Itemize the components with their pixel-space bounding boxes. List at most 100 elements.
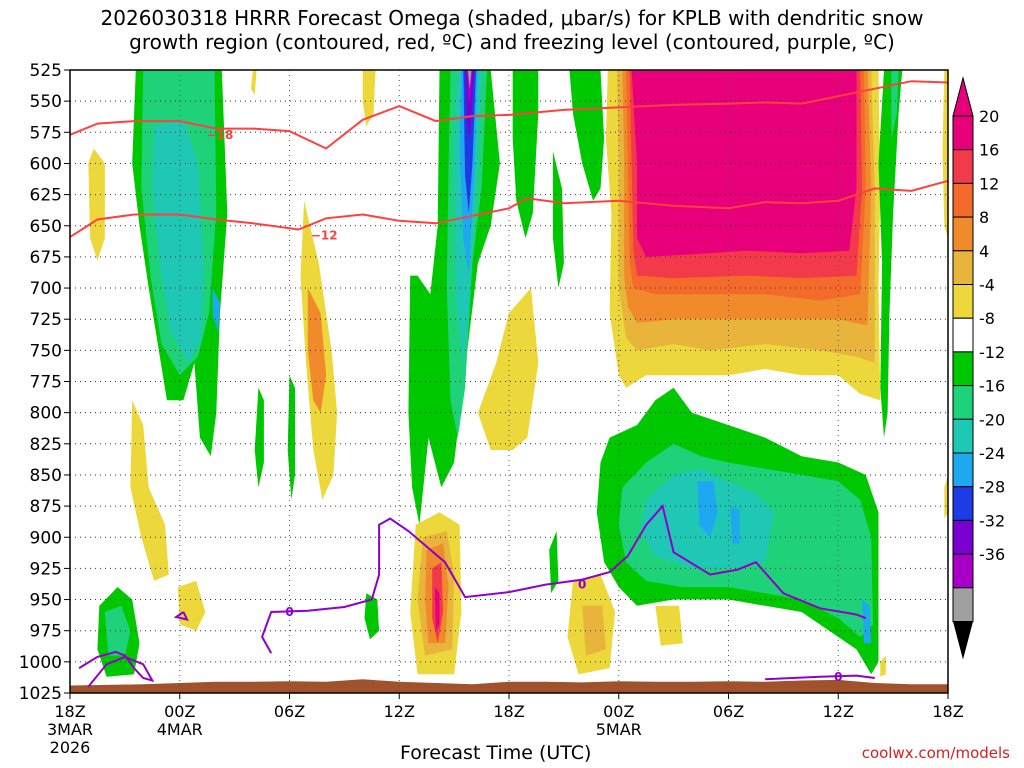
- omega-region-sink-b: [177, 580, 206, 631]
- colorbar-bin: [952, 553, 974, 589]
- omega-region-core-asc6: [465, 70, 475, 139]
- colorbar-label: 12: [979, 174, 999, 193]
- colorbar-label: 4: [979, 242, 989, 261]
- x-tick-label: 18Z: [932, 702, 963, 721]
- contour-freezing-main: [261, 503, 867, 654]
- omega-region-sink-top6: [631, 70, 857, 257]
- x-tick-label: 00Z: [603, 702, 634, 721]
- colorbar-label: 8: [979, 208, 989, 227]
- omega-region-asc-low-n: [549, 531, 559, 594]
- y-tick-label: 750: [30, 341, 62, 361]
- y-tick-label: 725: [30, 310, 62, 330]
- y-tick-label: 550: [30, 92, 62, 112]
- omega-region-asc-f: [512, 70, 539, 239]
- x-tick-label: 00Z: [164, 702, 195, 721]
- contour-label-dgz-lower: −12: [311, 229, 338, 243]
- colorbar-bin: [952, 587, 974, 622]
- y-tick-label: 975: [30, 622, 62, 642]
- colorbar-bin: [952, 486, 974, 521]
- chart-title: 2026030318 HRRR Forecast Omega (shaded, …: [0, 6, 1024, 54]
- colorbar-bin: [952, 284, 974, 319]
- omega-region-sink-r2: [944, 474, 948, 519]
- contour-dgz-upper: [70, 80, 948, 150]
- omega-region-ascent-left-3: [152, 119, 204, 363]
- omega-region-asc-low-l2: [104, 605, 131, 656]
- x-tick-label: 18Z: [54, 702, 85, 721]
- colorbar-label: -16: [979, 377, 1005, 396]
- y-tick-label: 850: [30, 466, 62, 486]
- colorbar-bin: [952, 418, 974, 454]
- colorbar-bottom-arrow: [953, 621, 973, 660]
- x-tick-label: 12Z: [823, 702, 854, 721]
- omega-region-asc-g: [569, 70, 605, 201]
- colorbar-label: 20: [979, 107, 999, 126]
- omega-region-sink-f: [477, 288, 539, 450]
- colorbar-label: -24: [979, 444, 1005, 463]
- colorbar-bin: [952, 250, 974, 286]
- y-tick-label: 1025: [19, 684, 62, 704]
- omega-region-lower-asc6: [862, 599, 872, 644]
- omega-region-sink-r: [942, 70, 948, 239]
- terrain-fill: [70, 679, 948, 693]
- x-tick-label: 12Z: [384, 702, 415, 721]
- credit-link[interactable]: coolwx.com/models: [861, 744, 1010, 762]
- contour-label-dgz-upper: −18: [207, 128, 234, 142]
- y-axis: 525 550 575 600 625 650 675 700 725 750 775 800 825 8…: [19, 61, 70, 704]
- omega-region-asc-b1: [254, 387, 264, 488]
- y-tick-label: 600: [30, 154, 62, 174]
- colorbar: 20 16 12 8 4 -4 -8 -12 -16 -20 -24 -28 -32 -36: [952, 76, 1005, 660]
- x-tick-label: 06Z: [274, 702, 305, 721]
- omega-region-asc-f2: [552, 151, 564, 288]
- y-tick-label: 525: [30, 61, 62, 81]
- colorbar-label: -8: [979, 309, 995, 328]
- colorbar-top-arrow: [952, 76, 974, 117]
- y-tick-label: 700: [30, 279, 62, 299]
- omega-region-lower-asc5: [730, 506, 740, 544]
- colorbar-label: -28: [979, 478, 1005, 497]
- omega-region-lower-asc4: [697, 481, 718, 538]
- y-tick-label: 950: [30, 591, 62, 611]
- title-line-1: 2026030318 HRRR Forecast Omega (shaded, …: [100, 6, 924, 30]
- y-tick-label: 875: [30, 497, 62, 517]
- colorbar-bin: [952, 351, 974, 387]
- y-tick-label: 900: [30, 528, 62, 548]
- y-tick-label: 800: [30, 404, 62, 424]
- colorbar-bin: [952, 149, 974, 184]
- y-tick-label: 675: [30, 248, 62, 268]
- contour-dgz-lower: [70, 179, 948, 238]
- omega-region-sink-low-q: [880, 655, 886, 677]
- x-tick-sublabel: 4MAR: [157, 720, 203, 739]
- y-tick-label: 825: [30, 435, 62, 455]
- x-tick-sublabel: 2026: [50, 738, 91, 757]
- colorbar-bin: [952, 385, 974, 420]
- colorbar-bin: [952, 182, 974, 218]
- omega-region-sink-a: [130, 400, 169, 581]
- x-axis-label: Forecast Time (UTC): [400, 742, 592, 764]
- y-tick-label: 925: [30, 559, 62, 579]
- colorbar-bin: [952, 216, 974, 252]
- x-tick-label: 06Z: [713, 702, 744, 721]
- y-tick-label: 575: [30, 123, 62, 143]
- omega-region-asc-b2: [287, 375, 295, 500]
- omega-region-sink-d2: [307, 288, 327, 413]
- omega-region-core-asc8: [467, 70, 472, 89]
- omega-region-sink-c: [251, 70, 257, 95]
- contour-label-freezing-main: 0: [578, 578, 586, 592]
- colorbar-bin: [952, 317, 974, 353]
- y-tick-label: 775: [30, 373, 62, 393]
- omega-region-sink-left: [88, 148, 105, 261]
- colorbar-bin: [952, 115, 974, 151]
- omega-region-asc-r2: [891, 70, 899, 139]
- colorbar-bin: [952, 452, 974, 488]
- colorbar-label: 16: [979, 141, 999, 160]
- omega-region-sink-core5: [434, 587, 440, 631]
- colorbar-label: -4: [979, 276, 995, 295]
- terrain: [70, 679, 948, 693]
- title-line-2: growth region (contoured, red, ºC) and f…: [129, 30, 895, 54]
- colorbar-label: -12: [979, 343, 1005, 362]
- omega-region-sink-low-o2: [582, 605, 606, 656]
- y-tick-label: 1000: [19, 653, 62, 673]
- x-tick-label: 18Z: [493, 702, 524, 721]
